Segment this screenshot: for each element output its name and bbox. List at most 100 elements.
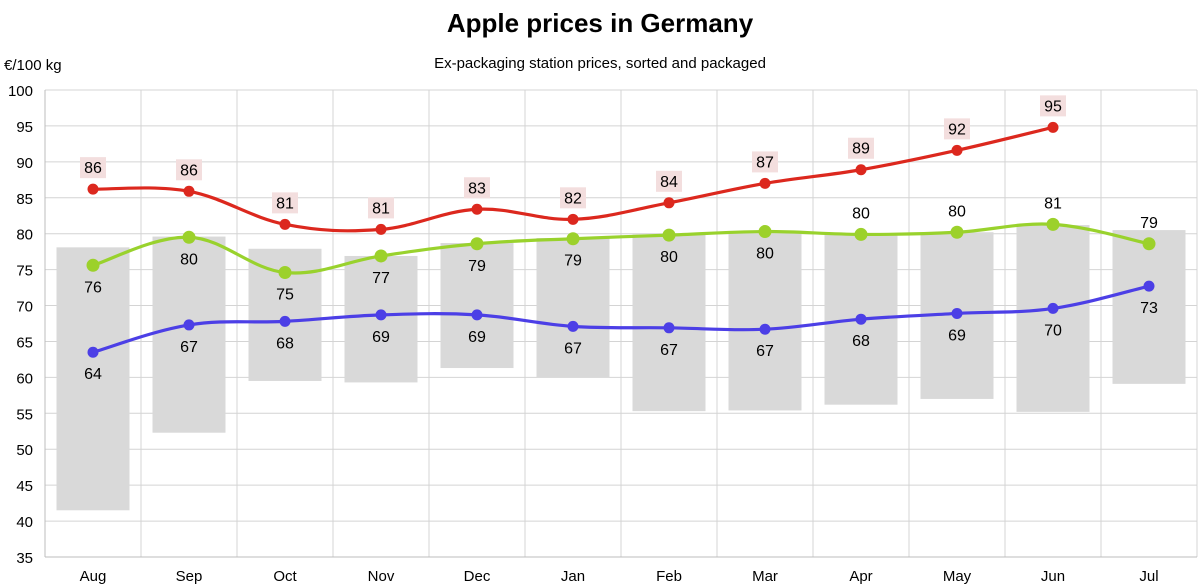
data-label: 86	[84, 160, 102, 177]
data-point	[951, 144, 963, 156]
x-tick-label: Dec	[464, 568, 491, 585]
data-point	[1142, 237, 1156, 251]
y-tick-label: 50	[16, 442, 33, 459]
y-tick-label: 90	[16, 155, 33, 172]
data-label: 80	[852, 205, 870, 222]
data-point	[1143, 280, 1155, 292]
y-tick-label: 70	[16, 299, 33, 316]
range-bar	[440, 243, 514, 369]
data-label: 95	[1044, 98, 1062, 115]
y-tick-label: 35	[16, 550, 33, 567]
x-tick-label: Aug	[80, 568, 107, 585]
data-point	[663, 322, 675, 334]
data-point	[279, 315, 291, 327]
y-tick-label: 65	[16, 334, 33, 351]
y-tick-label: 55	[16, 406, 33, 423]
y-tick-label: 75	[16, 263, 33, 280]
data-point	[375, 309, 387, 321]
data-label: 68	[852, 333, 870, 350]
data-label-background	[848, 137, 874, 159]
data-label: 82	[564, 190, 582, 207]
data-label: 79	[1140, 215, 1158, 232]
data-point	[87, 346, 99, 358]
y-tick-label: 85	[16, 191, 33, 208]
data-label: 69	[468, 329, 486, 346]
data-label-background	[80, 157, 106, 179]
data-label-background	[176, 159, 202, 181]
range-bar	[56, 247, 130, 511]
range-bar	[536, 238, 610, 378]
x-tick-label: Mar	[752, 568, 778, 585]
chart-title: Apple prices in Germany	[446, 8, 754, 38]
data-label: 80	[660, 249, 678, 266]
data-label-background	[272, 192, 298, 214]
data-point	[855, 164, 867, 176]
data-point	[1046, 217, 1060, 231]
x-tick-label: May	[943, 568, 972, 585]
range-bar	[728, 233, 802, 411]
data-point	[182, 230, 196, 244]
data-point	[855, 313, 867, 325]
data-point	[183, 319, 195, 331]
data-point	[758, 225, 772, 239]
data-point	[278, 265, 292, 279]
range-bar	[1016, 225, 1090, 412]
data-label-background	[560, 187, 586, 209]
data-point	[662, 228, 676, 242]
data-point	[279, 218, 291, 230]
data-label: 86	[180, 162, 198, 179]
data-label: 73	[1140, 300, 1158, 317]
data-label: 67	[180, 339, 198, 356]
data-label: 92	[948, 121, 966, 138]
data-point	[950, 225, 964, 239]
data-point	[183, 185, 195, 197]
data-point	[567, 320, 579, 332]
y-tick-label: 40	[16, 514, 33, 531]
y-tick-label: 60	[16, 370, 33, 387]
data-label: 79	[564, 253, 582, 270]
data-point	[470, 237, 484, 251]
data-point	[86, 258, 100, 272]
data-point	[471, 203, 483, 215]
data-point	[759, 177, 771, 189]
y-axis-unit-label: €/100 kg	[4, 57, 62, 74]
data-label-background	[1040, 95, 1066, 117]
data-label: 67	[660, 342, 678, 359]
x-tick-label: Sep	[176, 568, 203, 585]
data-label: 77	[372, 270, 390, 287]
data-label: 80	[756, 246, 774, 263]
data-point	[1047, 121, 1059, 133]
data-label: 80	[948, 203, 966, 220]
data-label: 64	[84, 366, 102, 383]
y-tick-label: 45	[16, 478, 33, 495]
x-tick-label: Jun	[1041, 568, 1065, 585]
x-tick-label: Nov	[368, 568, 395, 585]
data-label: 69	[372, 329, 390, 346]
data-label: 81	[276, 195, 294, 212]
data-point	[375, 223, 387, 235]
data-point	[567, 213, 579, 225]
data-label: 83	[468, 180, 486, 197]
data-label: 84	[660, 174, 678, 191]
range-bar	[152, 236, 226, 433]
data-point	[663, 197, 675, 209]
data-label-background	[944, 118, 970, 140]
data-label: 70	[1044, 322, 1062, 339]
data-label: 81	[372, 200, 390, 217]
data-label: 81	[1044, 195, 1062, 212]
data-point	[374, 249, 388, 263]
data-label: 80	[180, 251, 198, 268]
data-point	[87, 183, 99, 195]
data-point	[566, 232, 580, 246]
data-label: 69	[948, 327, 966, 344]
data-label-background	[656, 170, 682, 192]
x-tick-label: Jan	[561, 568, 585, 585]
x-tick-label: Apr	[849, 568, 872, 585]
data-point	[1047, 302, 1059, 314]
data-point	[471, 309, 483, 321]
data-point	[854, 227, 868, 241]
range-bar	[1112, 230, 1186, 384]
x-tick-label: Feb	[656, 568, 682, 585]
x-tick-label: Jul	[1139, 568, 1158, 585]
